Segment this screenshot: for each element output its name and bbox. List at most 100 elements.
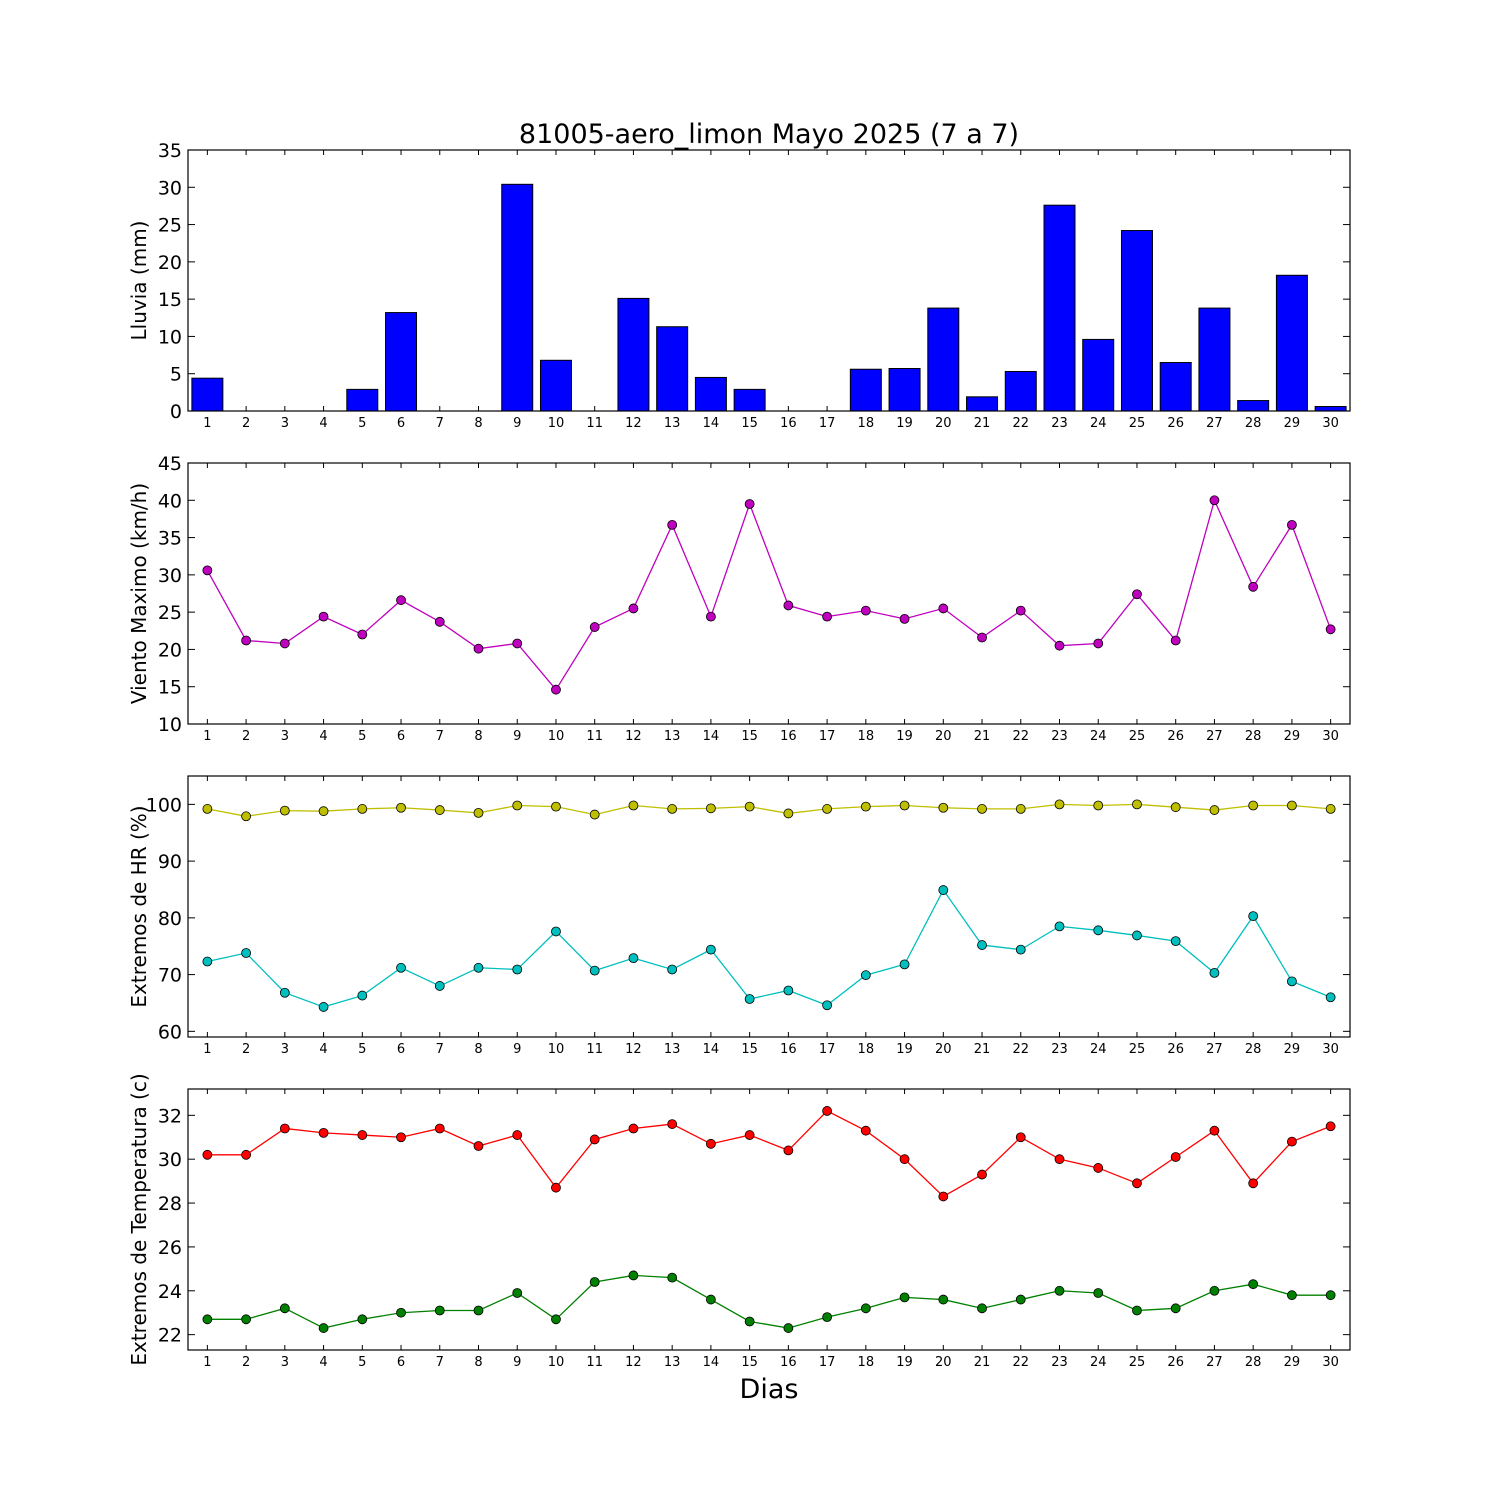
y-tick-label: 32	[158, 1105, 182, 1127]
x-tick-label: 9	[513, 1355, 521, 1370]
point-series-1-day-1	[202, 1149, 213, 1160]
point-series-1-day-23	[1054, 799, 1065, 810]
point-series-2-day-20	[938, 1294, 949, 1305]
point-series-2-day-4	[318, 1323, 329, 1333]
point-series-1-day-3	[279, 638, 290, 649]
point-series-2-day-25	[1132, 930, 1142, 941]
point-series-2-day-1	[202, 1314, 213, 1325]
point-series-1-day-21	[977, 804, 987, 814]
bar-day-22	[1004, 370, 1037, 412]
x-tick-label: 11	[586, 1355, 603, 1370]
x-tick-label: 16	[780, 1042, 797, 1057]
point-series-2-day-6	[396, 962, 406, 973]
point-series-1-day-2	[241, 1149, 252, 1160]
point-series-1-day-27	[1209, 495, 1220, 506]
point-series-1-day-15	[744, 499, 755, 509]
x-tick-label: 14	[703, 1042, 720, 1057]
point-series-1-day-5	[357, 1130, 368, 1140]
bar-day-21	[966, 396, 999, 412]
x-tick-label: 11	[586, 416, 603, 431]
point-series-2-day-17	[822, 1000, 832, 1011]
point-series-2-day-20	[938, 885, 949, 895]
x-tick-label: 2	[242, 416, 250, 431]
chart-title: 81005-aero_limon Mayo 2025 (7 a 7)	[519, 119, 1019, 150]
x-tick-label: 8	[474, 1355, 482, 1370]
series-line-1	[207, 803, 1331, 817]
point-series-1-day-17	[822, 804, 832, 814]
x-tick-label: 8	[474, 729, 482, 744]
x-tick-label: 21	[974, 416, 991, 431]
x-tick-label: 1	[203, 1042, 211, 1057]
x-tick-label: 26	[1167, 729, 1184, 744]
point-series-2-day-3	[279, 987, 290, 998]
x-tick-label: 6	[397, 1042, 405, 1057]
point-series-2-day-17	[822, 1312, 832, 1323]
x-tick-label: 3	[281, 1355, 289, 1370]
x-tick-label: 4	[319, 729, 327, 744]
point-series-1-day-6	[396, 595, 406, 606]
x-tick-label: 23	[1051, 1355, 1068, 1370]
x-tick-label: 11	[586, 1042, 603, 1057]
x-tick-label: 24	[1090, 729, 1107, 744]
bar-day-14	[694, 376, 727, 412]
point-series-1-day-24	[1093, 800, 1104, 811]
point-series-1-day-29	[1287, 1136, 1297, 1147]
point-series-2-day-7	[434, 981, 445, 991]
point-series-1-day-9	[512, 800, 523, 811]
x-tick-label: 28	[1245, 1355, 1262, 1370]
x-tick-label: 22	[1012, 416, 1029, 431]
point-series-1-day-14	[706, 1138, 716, 1149]
x-axis-label: Dias	[740, 1374, 799, 1405]
x-tick-label: 3	[281, 729, 289, 744]
x-tick-label: 21	[974, 1355, 991, 1370]
y-tick-label: 22	[158, 1325, 182, 1347]
point-series-2-day-12	[628, 1270, 639, 1281]
point-series-2-day-5	[357, 990, 368, 1001]
point-series-2-day-16	[783, 1323, 794, 1333]
x-tick-label: 6	[397, 729, 405, 744]
x-tick-label: 22	[1012, 729, 1029, 744]
point-series-2-day-6	[396, 1307, 406, 1318]
point-series-2-day-27	[1209, 967, 1220, 978]
x-tick-label: 18	[858, 416, 875, 431]
point-series-2-day-28	[1248, 911, 1259, 922]
point-series-2-day-3	[279, 1303, 290, 1314]
point-series-1-day-24	[1093, 1163, 1104, 1173]
x-tick-label: 29	[1284, 729, 1301, 744]
point-series-1-day-8	[473, 807, 484, 818]
x-tick-label: 26	[1167, 416, 1184, 431]
point-series-1-day-21	[977, 632, 987, 643]
x-tick-label: 3	[281, 1042, 289, 1057]
y-tick-label: 90	[158, 851, 182, 873]
x-tick-label: 14	[703, 1355, 720, 1370]
point-series-1-day-5	[357, 804, 368, 814]
point-series-1-day-17	[822, 611, 832, 622]
x-tick-label: 2	[242, 1355, 250, 1370]
point-series-1-day-10	[551, 1182, 561, 1193]
x-tick-label: 19	[896, 1355, 913, 1370]
x-tick-label: 16	[780, 1355, 797, 1370]
point-series-1-day-4	[318, 806, 329, 817]
point-series-1-day-12	[628, 603, 639, 614]
x-tick-label: 10	[548, 1355, 565, 1370]
point-series-1-day-29	[1287, 800, 1297, 811]
point-series-2-day-8	[473, 962, 484, 973]
x-tick-label: 29	[1284, 1355, 1301, 1370]
x-tick-label: 5	[358, 1355, 366, 1370]
series-line-1	[207, 1110, 1331, 1198]
point-series-1-day-13	[667, 1119, 678, 1129]
point-series-1-day-24	[1093, 638, 1104, 649]
x-tick-label: 4	[319, 1355, 327, 1370]
y-tick-label: 10	[158, 714, 182, 736]
x-tick-label: 15	[741, 1355, 758, 1370]
x-tick-label: 22	[1012, 1042, 1029, 1057]
point-series-2-day-15	[744, 994, 755, 1004]
point-series-1-day-18	[860, 605, 871, 616]
point-series-1-day-25	[1132, 589, 1142, 600]
point-series-2-day-24	[1093, 925, 1104, 936]
y-tick-label: 30	[158, 177, 182, 199]
point-series-1-day-2	[241, 635, 252, 646]
series-line-2	[207, 1274, 1331, 1329]
bar-day-30	[1314, 406, 1347, 412]
